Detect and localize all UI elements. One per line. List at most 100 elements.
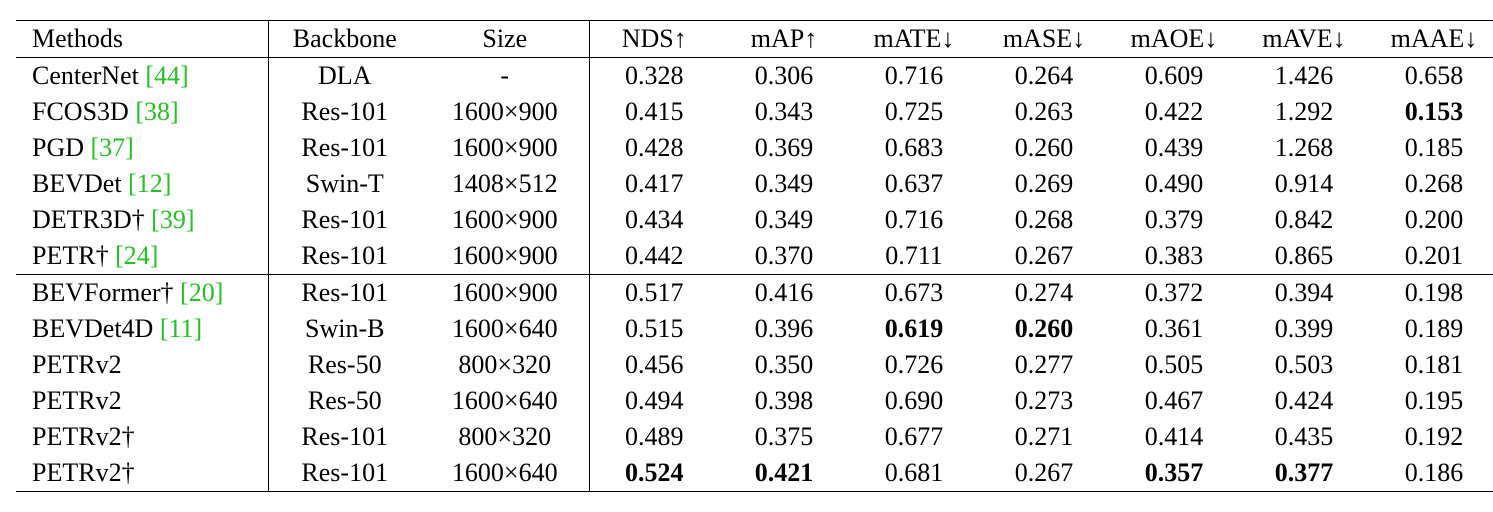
mate-cell: 0.637: [884, 169, 944, 198]
size-cell: 1600×640: [421, 455, 590, 492]
method-name: PETRv2†: [32, 422, 135, 451]
backbone-cell: Swin-T: [305, 169, 384, 198]
header-backbone: Backbone: [268, 20, 421, 58]
mave-cell: 0.842: [1274, 205, 1334, 234]
size-cell: 1600×900: [421, 94, 590, 130]
mave-cell: 0.399: [1274, 314, 1334, 343]
citation-link[interactable]: [38]: [135, 97, 179, 126]
map-cell: 0.343: [754, 97, 814, 126]
table-row: PETRv2† Res-101 1600×640 0.524 0.421 0.6…: [16, 455, 1493, 492]
results-table-container: Methods Backbone Size NDS↑ mAP↑ mATE↓ mA…: [16, 20, 1493, 492]
maoe-cell: 0.439: [1144, 133, 1204, 162]
citation-link[interactable]: [44]: [145, 61, 189, 90]
mase-cell: 0.269: [1014, 169, 1074, 198]
map-cell: 0.349: [754, 169, 814, 198]
mase-cell: 0.267: [1014, 241, 1074, 270]
maoe-cell: 0.372: [1109, 274, 1239, 311]
method-cell: PGD [37]: [16, 130, 269, 166]
table-row: PGD [37] Res-101 1600×900 0.428 0.369 0.…: [16, 130, 1493, 166]
header-size: Size: [421, 20, 590, 58]
citation-link[interactable]: [39]: [151, 205, 195, 234]
mave-cell: 1.268: [1274, 133, 1334, 162]
nds-cell: 0.517: [589, 274, 719, 311]
backbone-cell: Res-50: [307, 386, 382, 415]
backbone-cell: Res-101: [268, 455, 421, 492]
citation-link[interactable]: [11]: [159, 314, 203, 343]
maoe-cell: 0.383: [1144, 241, 1204, 270]
nds-cell: 0.456: [625, 350, 684, 379]
method-cell: BEVFormer† [20]: [16, 274, 269, 311]
results-table: Methods Backbone Size NDS↑ mAP↑ mATE↓ mA…: [16, 20, 1493, 492]
method-name: FCOS3D: [32, 97, 136, 126]
citation-link[interactable]: [37]: [90, 133, 134, 162]
size-cell: 1600×900: [421, 238, 590, 275]
method-name: PETRv2: [32, 386, 122, 415]
table-row: DETR3D† [39] Res-101 1600×900 0.434 0.34…: [16, 202, 1493, 238]
mave-cell-best: 0.377: [1239, 455, 1369, 492]
maoe-cell: 0.379: [1144, 205, 1204, 234]
method-name: PETR†: [32, 241, 116, 270]
nds-cell: 0.328: [625, 61, 684, 90]
nds-cell: 0.428: [625, 133, 684, 162]
mave-cell: 0.503: [1274, 350, 1334, 379]
mate-cell: 0.716: [884, 61, 944, 90]
table-row: PETRv2 Res-50 1600×640 0.494 0.398 0.690…: [16, 383, 1493, 419]
map-cell: 0.369: [754, 133, 814, 162]
mave-cell: 0.435: [1274, 422, 1334, 451]
nds-cell: 0.489: [625, 422, 684, 451]
mate-cell: 0.726: [884, 350, 944, 379]
backbone-cell: Res-101: [301, 241, 389, 270]
mave-cell: 1.292: [1274, 97, 1334, 126]
maae-cell: 0.658: [1404, 61, 1464, 90]
backbone-cell: Res-101: [268, 274, 421, 311]
map-cell: 0.398: [754, 386, 814, 415]
size-cell: 800×320: [421, 419, 590, 455]
method-name: PETRv2†: [32, 458, 135, 487]
citation-link[interactable]: [24]: [115, 241, 159, 270]
table-row: PETRv2 Res-50 800×320 0.456 0.350 0.726 …: [16, 347, 1493, 383]
size-cell: 1600×900: [421, 274, 590, 311]
method-cell: PETR† [24]: [16, 238, 269, 275]
method-name: PETRv2: [32, 350, 122, 379]
mase-cell: 0.264: [1014, 61, 1074, 90]
mase-cell: 0.268: [1014, 205, 1074, 234]
maae-cell: 0.192: [1404, 422, 1464, 451]
table-row: CenterNet [44] DLA - 0.328 0.306 0.716 0…: [16, 57, 1493, 94]
mate-cell: 0.711: [885, 241, 943, 270]
nds-cell: 0.515: [625, 314, 684, 343]
header-row: Methods Backbone Size NDS↑ mAP↑ mATE↓ mA…: [16, 20, 1493, 58]
method-cell: PETRv2†: [16, 419, 269, 455]
method-name: BEVDet: [32, 169, 129, 198]
table-row: BEVFormer† [20] Res-101 1600×900 0.517 0…: [16, 274, 1493, 311]
maoe-cell-best: 0.357: [1109, 455, 1239, 492]
header-maoe: mAOE↓: [1109, 20, 1239, 58]
maae-cell: 0.181: [1404, 350, 1464, 379]
mase-cell: 0.267: [979, 455, 1109, 492]
nds-cell: 0.434: [625, 205, 684, 234]
maae-cell: 0.189: [1404, 314, 1464, 343]
backbone-cell: Res-50: [307, 350, 382, 379]
header-maae: mAAE↓: [1369, 20, 1493, 58]
method-cell: BEVDet [12]: [16, 166, 269, 202]
backbone-cell: Swin-B: [305, 314, 385, 343]
mase-cell: 0.260: [1014, 133, 1074, 162]
maoe-cell: 0.609: [1144, 61, 1204, 90]
citation-link[interactable]: [20]: [180, 278, 224, 307]
map-cell-best: 0.421: [719, 455, 849, 492]
mase-cell: 0.277: [1014, 350, 1074, 379]
maae-cell: 0.185: [1404, 133, 1464, 162]
citation-link[interactable]: [12]: [128, 169, 172, 198]
nds-cell-best: 0.524: [589, 455, 719, 492]
nds-cell: 0.442: [625, 241, 684, 270]
header-methods: Methods: [16, 20, 269, 58]
method-name: PGD: [32, 133, 91, 162]
mate-cell: 0.673: [849, 274, 979, 311]
table-row: PETRv2† Res-101 800×320 0.489 0.375 0.67…: [16, 419, 1493, 455]
size-cell: 1600×900: [421, 130, 590, 166]
table-row: FCOS3D [38] Res-101 1600×900 0.415 0.343…: [16, 94, 1493, 130]
mase-cell: 0.273: [1014, 386, 1074, 415]
method-name: BEVFormer†: [32, 278, 181, 307]
maae-cell: 0.201: [1404, 241, 1464, 270]
map-cell: 0.349: [754, 205, 814, 234]
method-name: BEVDet4D: [32, 314, 160, 343]
